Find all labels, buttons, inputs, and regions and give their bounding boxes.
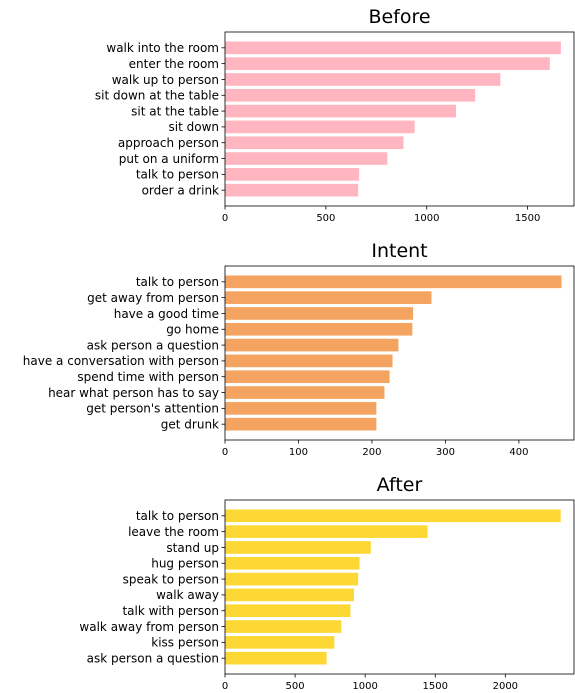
after-category-label: speak to person bbox=[123, 572, 219, 586]
before-xtick-label: 500 bbox=[316, 213, 335, 224]
before-category-label: sit at the table bbox=[131, 104, 219, 118]
before-category-label: enter the room bbox=[129, 57, 219, 71]
intent-category-label: go home bbox=[166, 323, 219, 337]
intent-bar-talk-to-person bbox=[225, 275, 562, 289]
after-bar-leave-the-room bbox=[225, 525, 428, 538]
before-xtick-label: 1000 bbox=[414, 213, 439, 224]
after-category-label: ask person a question bbox=[87, 651, 219, 665]
before-bar-enter-the-room bbox=[225, 57, 550, 70]
intent-bar-have-a-good-time bbox=[225, 307, 414, 320]
intent-chart-title: Intent bbox=[371, 240, 427, 262]
before-category-label: walk into the room bbox=[106, 41, 219, 55]
before-chart-title: Before bbox=[368, 6, 430, 28]
before-bar-sit-down bbox=[225, 120, 415, 134]
intent-xtick-label: 0 bbox=[222, 447, 228, 458]
intent-bar-spend-time-with-person bbox=[225, 370, 390, 384]
before-bar-talk-to-person bbox=[225, 168, 360, 181]
before-category-label: sit down at the table bbox=[95, 89, 219, 103]
intent-category-label: have a conversation with person bbox=[23, 354, 219, 368]
before-bar-walk-into-the-room bbox=[225, 41, 561, 55]
intent-xtick-label: 400 bbox=[509, 447, 528, 458]
before-bar-walk-up-to-person bbox=[225, 73, 501, 86]
after-bar-speak-to-person bbox=[225, 572, 359, 586]
intent-bar-have-a-conversation-with-person bbox=[225, 354, 393, 368]
intent-xtick-label: 200 bbox=[362, 447, 381, 458]
before-axes-frame bbox=[224, 31, 575, 207]
intent-xtick-label: 300 bbox=[436, 447, 455, 458]
intent-bar-ask-person-a-question bbox=[225, 338, 399, 352]
after-category-label: hug person bbox=[151, 557, 219, 571]
after-category-label: kiss person bbox=[151, 636, 219, 650]
intent-xtick-label: 100 bbox=[289, 447, 308, 458]
intent-category-label: spend time with person bbox=[77, 370, 219, 384]
intent-category-label: talk to person bbox=[136, 275, 219, 289]
before-category-label: sit down bbox=[169, 120, 219, 134]
intent-category-label: get person's attention bbox=[86, 402, 219, 416]
after-xtick-label: 1500 bbox=[423, 681, 448, 692]
after-category-label: talk with person bbox=[122, 604, 219, 618]
before-bar-order-a-drink bbox=[225, 183, 359, 197]
before-category-label: order a drink bbox=[142, 183, 219, 197]
intent-category-label: get away from person bbox=[87, 291, 219, 305]
after-category-label: stand up bbox=[166, 541, 219, 555]
before-xtick-label: 0 bbox=[222, 213, 228, 224]
intent-bar-get-drunk bbox=[225, 417, 377, 431]
before-bar-sit-at-the-table bbox=[225, 104, 456, 118]
intent-bar-get-person-s-attention bbox=[225, 402, 377, 415]
after-bar-talk-with-person bbox=[225, 604, 351, 618]
before-xtick-label: 1500 bbox=[515, 213, 540, 224]
before-category-label: approach person bbox=[118, 136, 219, 150]
after-category-label: talk to person bbox=[136, 509, 219, 523]
intent-category-label: hear what person has to say bbox=[48, 386, 219, 400]
before-bar-put-on-a-uniform bbox=[225, 152, 388, 165]
after-category-label: walk away bbox=[156, 588, 219, 602]
before-category-label: talk to person bbox=[136, 168, 219, 182]
after-bar-talk-to-person bbox=[225, 509, 561, 523]
after-xtick-label: 2000 bbox=[493, 681, 518, 692]
after-xtick-label: 0 bbox=[222, 681, 228, 692]
intent-bar-go-home bbox=[225, 322, 413, 336]
intent-bar-hear-what-person-has-to-say bbox=[225, 386, 385, 399]
before-bar-sit-down-at-the-table bbox=[225, 88, 476, 102]
after-bar-kiss-person bbox=[225, 636, 335, 649]
intent-category-label: get drunk bbox=[161, 417, 219, 431]
after-chart-title: After bbox=[377, 474, 423, 496]
before-bar-approach-person bbox=[225, 136, 404, 150]
before-category-label: put on a uniform bbox=[119, 152, 219, 166]
after-bar-stand-up bbox=[225, 541, 371, 554]
after-axes-frame bbox=[224, 499, 575, 675]
after-bar-walk-away bbox=[225, 588, 354, 602]
intent-axes-frame bbox=[224, 265, 575, 441]
intent-category-label: ask person a question bbox=[87, 338, 219, 352]
before-category-label: walk up to person bbox=[112, 73, 219, 87]
after-bar-hug-person bbox=[225, 556, 360, 570]
after-xtick-label: 500 bbox=[286, 681, 305, 692]
after-bar-walk-away-from-person bbox=[225, 620, 342, 633]
intent-category-label: have a good time bbox=[114, 307, 219, 321]
after-bar-ask-person-a-question bbox=[225, 651, 327, 665]
after-category-label: leave the room bbox=[128, 525, 219, 539]
after-xtick-label: 1000 bbox=[352, 681, 377, 692]
intent-bar-get-away-from-person bbox=[225, 291, 432, 304]
after-category-label: walk away from person bbox=[79, 620, 219, 634]
